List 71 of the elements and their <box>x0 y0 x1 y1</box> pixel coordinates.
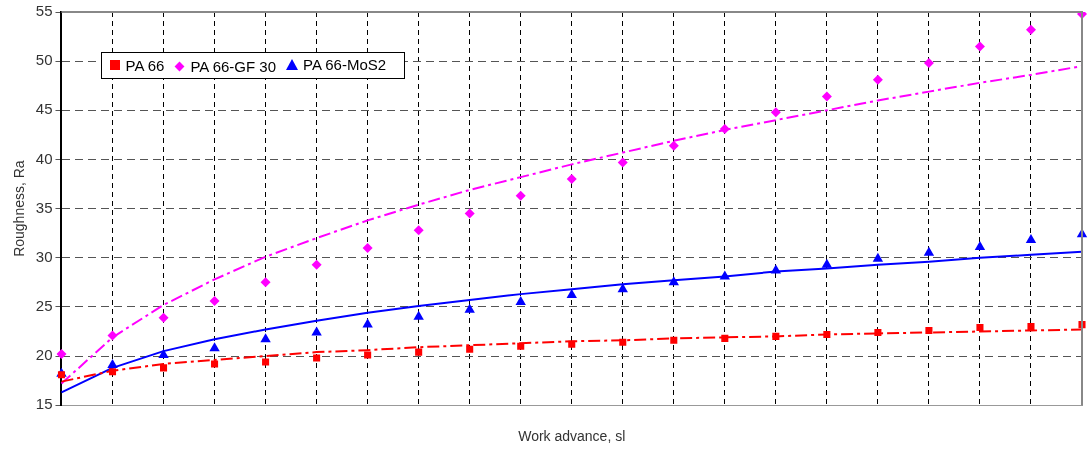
y-tick-label: 40 <box>35 149 53 167</box>
point <box>974 41 985 52</box>
point <box>413 310 424 320</box>
point <box>413 225 424 236</box>
point <box>872 252 884 262</box>
point <box>1025 24 1036 35</box>
point <box>566 174 577 185</box>
legend-label: PA 66-MoS2 <box>303 56 387 73</box>
point <box>362 242 373 253</box>
point <box>311 259 322 270</box>
y-tick-label: 25 <box>35 297 53 315</box>
point <box>772 332 780 340</box>
point <box>517 342 525 350</box>
point <box>362 318 373 328</box>
point <box>874 328 882 336</box>
point <box>670 336 678 344</box>
point <box>770 264 782 274</box>
point <box>464 208 475 219</box>
point <box>56 349 67 360</box>
legend-label: PA 66-GF 30 <box>190 58 277 75</box>
point <box>923 58 934 69</box>
point <box>719 123 730 134</box>
point <box>1025 234 1037 244</box>
point <box>872 74 883 85</box>
y-axis-title: Roughness, Ra <box>11 160 28 257</box>
point <box>57 371 66 379</box>
point <box>158 349 169 359</box>
y-tick-label: 45 <box>35 100 53 118</box>
point <box>515 190 526 201</box>
point <box>160 364 168 372</box>
point <box>1027 323 1035 331</box>
point <box>668 276 679 286</box>
point <box>668 140 679 151</box>
point <box>262 358 270 366</box>
point <box>464 303 475 313</box>
point <box>566 289 577 299</box>
point <box>515 295 526 305</box>
point <box>617 283 628 293</box>
point <box>107 358 118 368</box>
point <box>974 240 986 250</box>
legend-label: PA 66 <box>125 56 165 74</box>
point <box>260 333 271 343</box>
x-axis-title: Work advance, sl <box>518 428 626 445</box>
point <box>619 338 627 346</box>
point <box>568 340 576 348</box>
point <box>821 258 833 268</box>
point <box>313 354 321 362</box>
point <box>466 345 474 353</box>
y-tick-label: 35 <box>35 198 53 216</box>
point <box>260 277 271 288</box>
point <box>617 157 628 168</box>
point <box>823 330 831 338</box>
point <box>923 246 935 256</box>
point <box>108 368 117 376</box>
point <box>770 107 781 118</box>
point <box>976 324 984 332</box>
point <box>925 326 933 335</box>
point <box>211 360 219 368</box>
y-tick-label: 50 <box>35 51 53 69</box>
point <box>364 351 372 359</box>
point <box>721 334 729 342</box>
point <box>821 91 832 102</box>
point <box>415 348 423 356</box>
y-tick-label: 15 <box>35 395 53 413</box>
y-tick-label: 55 <box>35 2 53 20</box>
point <box>209 342 220 352</box>
y-tick-label: 30 <box>35 247 53 265</box>
point <box>209 296 220 306</box>
y-tick-label: 20 <box>35 346 53 364</box>
point <box>107 330 118 341</box>
point <box>158 312 169 323</box>
